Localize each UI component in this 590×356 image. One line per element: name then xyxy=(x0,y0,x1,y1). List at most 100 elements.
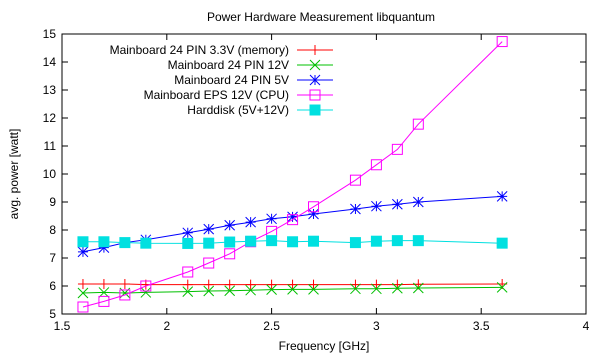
data-point-cross xyxy=(350,283,361,295)
data-point-open-square xyxy=(391,143,403,155)
chart-title: Power Hardware Measurement libquantum xyxy=(207,10,435,24)
data-point-star xyxy=(203,223,215,235)
data-point-plus xyxy=(245,279,256,290)
data-point-open-square xyxy=(77,301,89,313)
data-point-cross xyxy=(182,286,194,297)
data-point-plus xyxy=(310,45,320,55)
tick-layer: 1.5 2 2.5 3 3.5 4 5 6 7 8 9 10 11 12 13 14 15 xyxy=(43,27,590,333)
x-tick-label: 1.5 xyxy=(54,319,71,333)
y-tick-label: 15 xyxy=(43,27,57,41)
y-tick-label: 10 xyxy=(43,167,57,181)
data-point-filled-square xyxy=(391,235,403,247)
series-line xyxy=(82,286,503,294)
data-point-star xyxy=(308,208,319,220)
data-point-open-square xyxy=(182,266,194,278)
legend-entry: Mainboard EPS 12V (CPU) xyxy=(144,88,333,102)
y-tick-label: 14 xyxy=(43,55,57,69)
legend-label: Mainboard 24 PIN 12V xyxy=(168,58,289,72)
legend-entry: Mainboard 24 PIN 5V xyxy=(174,73,333,87)
data-point-open-square xyxy=(496,36,508,48)
data-point-star xyxy=(182,227,194,239)
legend-label: Mainboard EPS 12V (CPU) xyxy=(144,88,289,102)
x-tick-label: 3 xyxy=(373,319,380,333)
data-point-open-square xyxy=(224,248,236,260)
data-point-star xyxy=(287,211,298,223)
y-tick-label: 12 xyxy=(43,111,57,125)
data-point-filled-square xyxy=(182,237,194,249)
series-5 xyxy=(77,235,508,249)
data-point-open-square xyxy=(140,280,152,292)
data-point-filled-square xyxy=(266,235,278,247)
data-point-filled-square xyxy=(245,235,257,247)
plot-area-frame xyxy=(61,33,587,315)
data-point-plus xyxy=(119,279,130,290)
y-tick-label: 9 xyxy=(49,195,56,209)
x-axis-title: Frequency [GHz] xyxy=(279,339,370,353)
data-point-filled-square xyxy=(496,237,508,249)
data-point-open-square xyxy=(287,214,299,226)
legend-entry: Harddisk (5V+12V) xyxy=(187,103,333,117)
data-point-open-square xyxy=(98,295,110,307)
data-point-open-square xyxy=(119,289,131,301)
legend-label: Mainboard 24 PIN 5V xyxy=(174,73,289,87)
series-2 xyxy=(77,282,508,299)
data-point-star xyxy=(98,242,110,253)
data-point-filled-square xyxy=(309,104,321,116)
data-point-plus xyxy=(203,279,214,290)
data-point-filled-square xyxy=(349,237,361,249)
series-4 xyxy=(77,36,508,313)
data-point-plus xyxy=(371,279,382,290)
legend-entry: Mainboard 24 PIN 12V xyxy=(168,58,333,72)
data-point-cross xyxy=(392,282,403,294)
data-point-star xyxy=(392,198,403,210)
data-point-star xyxy=(371,200,382,212)
data-point-star xyxy=(77,246,89,258)
data-point-filled-square xyxy=(412,235,424,247)
data-point-filled-square xyxy=(98,236,110,248)
series-line xyxy=(82,41,503,308)
data-point-star xyxy=(496,191,508,202)
data-point-filled-square xyxy=(308,235,320,247)
data-point-filled-square xyxy=(370,235,382,247)
data-point-cross xyxy=(496,282,508,293)
data-point-star xyxy=(309,74,321,86)
data-point-star xyxy=(412,196,424,208)
data-point-cross xyxy=(98,287,110,298)
data-point-plus xyxy=(182,279,193,290)
data-point-cross xyxy=(224,285,236,297)
data-point-open-square xyxy=(412,118,424,130)
legend-label: Mainboard 24 PIN 3.3V (memory) xyxy=(110,43,289,57)
x-tick-label: 2 xyxy=(163,319,170,333)
data-point-cross xyxy=(245,284,256,296)
data-point-cross xyxy=(371,283,382,295)
series-layer xyxy=(77,36,508,313)
legend-label: Harddisk (5V+12V) xyxy=(187,103,289,117)
series-line xyxy=(83,240,503,244)
data-point-open-square xyxy=(370,159,382,171)
data-point-cross xyxy=(287,284,298,295)
legend: Mainboard 24 PIN 3.3V (memory)Mainboard … xyxy=(110,43,333,117)
data-point-open-square xyxy=(308,201,320,213)
data-point-cross xyxy=(266,284,277,295)
legend-entry: Mainboard 24 PIN 3.3V (memory) xyxy=(110,43,333,57)
y-tick-label: 7 xyxy=(49,251,56,265)
data-point-cross xyxy=(309,59,321,71)
x-tick-label: 4 xyxy=(583,319,590,333)
data-point-cross xyxy=(412,282,424,294)
x-tick-label: 3.5 xyxy=(473,319,490,333)
data-point-plus xyxy=(98,279,109,290)
series-line xyxy=(82,195,503,253)
data-point-plus xyxy=(287,279,298,290)
y-tick-label: 5 xyxy=(49,307,56,321)
data-point-plus xyxy=(308,279,319,290)
data-point-filled-square xyxy=(119,237,131,249)
x-tick-label: 2.5 xyxy=(263,319,280,333)
y-axis-title: avg. power [watt] xyxy=(7,129,21,220)
data-point-cross xyxy=(77,287,89,299)
data-point-open-square xyxy=(349,174,361,186)
series-line xyxy=(83,283,503,286)
data-point-filled-square xyxy=(203,237,215,249)
data-point-plus xyxy=(224,279,235,290)
data-point-open-square xyxy=(309,89,321,101)
